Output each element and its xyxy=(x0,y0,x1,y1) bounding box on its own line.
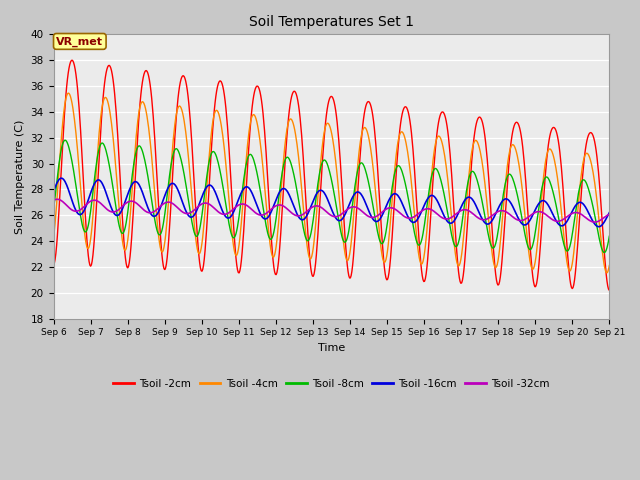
Y-axis label: Soil Temperature (C): Soil Temperature (C) xyxy=(15,120,25,234)
Legend: Tsoil -2cm, Tsoil -4cm, Tsoil -8cm, Tsoil -16cm, Tsoil -32cm: Tsoil -2cm, Tsoil -4cm, Tsoil -8cm, Tsoi… xyxy=(109,375,554,393)
Title: Soil Temperatures Set 1: Soil Temperatures Set 1 xyxy=(249,15,414,29)
Text: VR_met: VR_met xyxy=(56,36,103,47)
X-axis label: Time: Time xyxy=(318,343,345,353)
